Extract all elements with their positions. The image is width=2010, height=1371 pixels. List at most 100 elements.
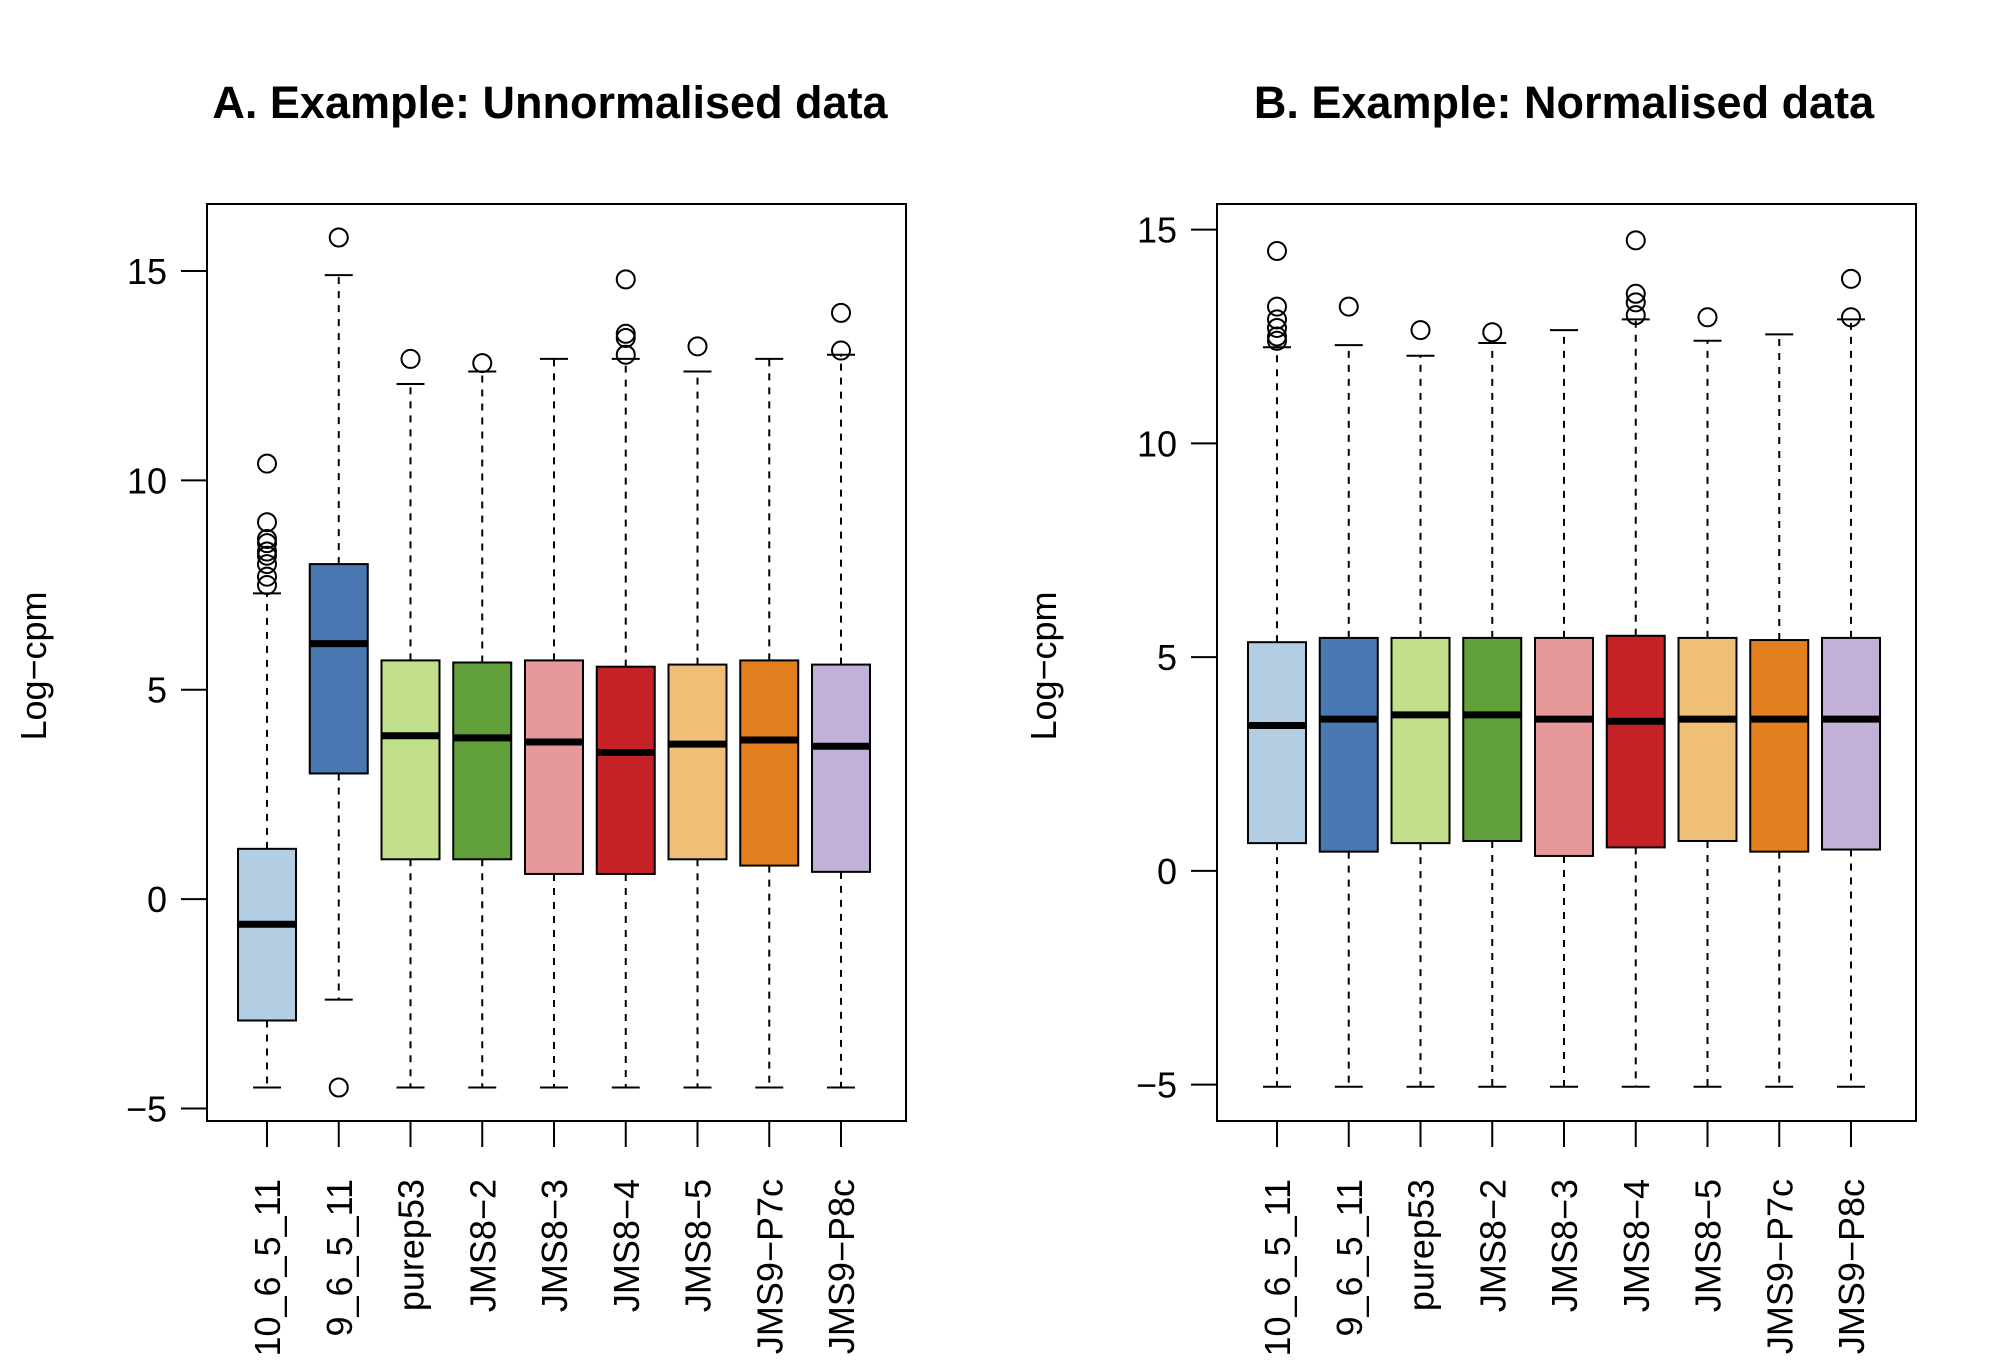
box-1 — [1247, 241, 1307, 1088]
y-tick-label: 5 — [147, 670, 167, 711]
y-tick-label: 0 — [1157, 851, 1177, 892]
box-body — [524, 659, 584, 875]
x-category-label: JMS9−P8c — [1831, 1179, 1872, 1354]
box-body — [1247, 641, 1307, 845]
y-tick-label: −5 — [126, 1088, 167, 1129]
x-category-label: JMS9−P7c — [1759, 1179, 1800, 1354]
outlier-point — [831, 302, 851, 323]
outlier-point — [615, 269, 636, 290]
box-body — [1318, 636, 1379, 853]
x-category-label: JMS8−4 — [1616, 1179, 1657, 1312]
y-tick-label: 10 — [1137, 423, 1177, 464]
outlier-point — [257, 533, 277, 554]
panel-a-x-axis: 10_6_5_11 9_6_5_11 purep53 JMS8−2 JMS8−3 JMS8… — [247, 1121, 862, 1357]
panel-a-y-axis-label: Log−cpm — [13, 591, 54, 740]
outlier-point — [257, 545, 277, 566]
panel-a-y-axis: 15 10 5 0 −5 — [126, 251, 207, 1129]
outlier-point — [615, 327, 636, 348]
panel-b-y-axis: 15 10 5 0 −5 — [1136, 210, 1217, 1106]
outlier-point — [687, 336, 708, 357]
box-6 — [1605, 230, 1666, 1088]
panel-b-title: B. Example: Normalised data — [1254, 77, 1875, 128]
box-body — [667, 663, 728, 861]
outlier-point — [257, 575, 277, 596]
y-tick-label: −5 — [1136, 1065, 1177, 1106]
box-body — [1462, 636, 1523, 842]
box-body — [1534, 636, 1594, 857]
box-body — [1605, 634, 1666, 849]
outlier-point — [1267, 296, 1287, 317]
outlier-point — [1625, 305, 1646, 326]
outlier-point — [328, 1077, 349, 1098]
outlier-point — [615, 344, 636, 365]
outlier-point — [1625, 292, 1646, 313]
box-6 — [595, 269, 656, 1089]
outlier-point — [472, 353, 493, 374]
outlier-point — [400, 348, 421, 369]
outlier-point — [1267, 330, 1287, 351]
x-category-label: 9_6_5_11 — [319, 1179, 360, 1337]
box-5 — [1534, 329, 1594, 1088]
outlier-point — [831, 340, 851, 361]
outlier-point — [1338, 296, 1359, 317]
outlier-point — [257, 566, 277, 587]
outlier-point — [1625, 230, 1646, 251]
panel-a-title: A. Example: Unnormalised data — [212, 77, 888, 128]
outlier-point — [1482, 322, 1503, 343]
panel-a-plot-frame — [206, 203, 907, 1122]
box-2 — [308, 227, 369, 1098]
x-category-label: JMS9−P8c — [821, 1179, 862, 1354]
box-1 — [237, 453, 297, 1089]
box-8 — [1749, 333, 1810, 1088]
box-3 — [380, 348, 441, 1089]
x-category-label: JMS9−P7c — [749, 1179, 790, 1354]
panel-b-x-axis: 10_6_5_11 9_6_5_11 purep53 JMS8−2 JMS8−3 JMS8… — [1257, 1121, 1872, 1357]
outlier-point — [1267, 241, 1287, 262]
outlier-point — [257, 554, 277, 575]
x-category-label: 10_6_5_11 — [1257, 1179, 1298, 1357]
outlier-point — [1841, 307, 1861, 328]
outlier-point — [1697, 307, 1718, 328]
y-tick-label: 15 — [1137, 210, 1177, 251]
outlier-point — [1267, 317, 1287, 338]
outlier-point — [257, 453, 277, 474]
box-3 — [1390, 320, 1451, 1088]
x-category-label: JMS8−5 — [678, 1179, 719, 1312]
x-category-label: 10_6_5_11 — [247, 1179, 288, 1357]
box-4 — [1462, 322, 1523, 1088]
box-2 — [1318, 296, 1379, 1088]
box-body — [380, 659, 441, 861]
y-tick-label: 5 — [1157, 637, 1177, 678]
panel-b-boxes — [1247, 230, 1881, 1088]
box-body — [1821, 636, 1881, 851]
outlier-point — [1410, 320, 1431, 341]
x-category-label: JMS8−4 — [606, 1179, 647, 1312]
x-category-label: JMS8−3 — [1544, 1179, 1585, 1312]
box-7 — [1677, 307, 1738, 1088]
x-category-label: JMS8−5 — [1688, 1179, 1729, 1312]
x-category-label: 9_6_5_11 — [1329, 1179, 1370, 1337]
x-category-label: purep53 — [391, 1179, 432, 1311]
outlier-point — [615, 323, 636, 344]
panel-a-unnormalised: A. Example: Unnormalised data Log−cpm 15… — [13, 77, 907, 1357]
box-body — [811, 663, 871, 873]
x-category-label: purep53 — [1401, 1179, 1442, 1311]
outlier-point — [257, 512, 277, 533]
panel-a-boxes — [237, 227, 871, 1098]
box-9 — [1821, 268, 1881, 1088]
box-body — [595, 665, 656, 875]
box-body — [739, 659, 800, 867]
x-category-label: JMS8−2 — [1472, 1179, 1513, 1312]
outlier-point — [1841, 268, 1861, 289]
box-body — [1749, 639, 1810, 853]
y-tick-label: 10 — [127, 460, 167, 501]
y-tick-label: 15 — [127, 251, 167, 292]
outlier-point — [328, 227, 349, 248]
box-body — [1390, 636, 1451, 845]
box-body — [308, 563, 369, 775]
box-7 — [667, 336, 728, 1089]
x-category-label: JMS8−2 — [462, 1179, 503, 1312]
y-tick-label: 0 — [147, 879, 167, 920]
box-4 — [452, 353, 513, 1089]
